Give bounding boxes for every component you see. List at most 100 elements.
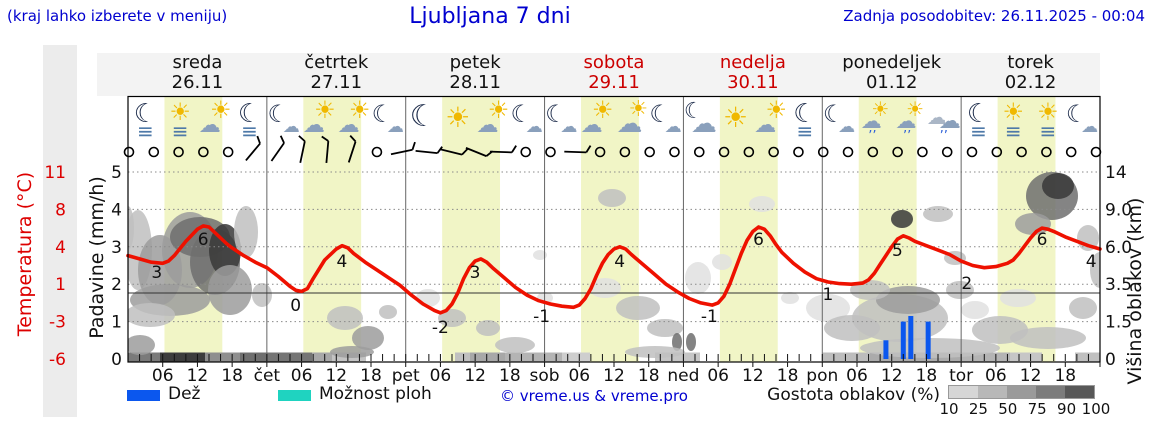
wind-calm-icon xyxy=(941,146,953,158)
x-tick-label: 06 xyxy=(985,366,1007,386)
sun-cloud-glyph: ☀ xyxy=(592,96,614,124)
cloud-blob xyxy=(946,281,974,299)
ground-cloud-cell xyxy=(1010,352,1042,362)
sun-cloud-rain-glyph: ☀ xyxy=(906,97,924,121)
temperature-value-label: 5 xyxy=(892,241,903,261)
precip-scale-label: 1 xyxy=(111,313,122,333)
sun-glyph: ☀ xyxy=(445,101,470,134)
sun-cloud-rain-glyph: ☀ xyxy=(871,97,889,121)
temp-scale-label: 4 xyxy=(55,238,66,258)
wind-calm-icon xyxy=(743,146,755,158)
wind-calm-icon xyxy=(1065,146,1077,158)
x-tick-label: 12 xyxy=(881,366,903,386)
moon-fog-glyph: ☾ xyxy=(134,99,157,129)
wind-barb-feather xyxy=(585,145,592,153)
wind-barb-feather xyxy=(511,145,517,153)
shower-legend-label: Možnost ploh xyxy=(319,384,432,404)
wind-barb-feather xyxy=(436,146,443,154)
ground-cloud-cell xyxy=(562,352,590,362)
cloud-blob xyxy=(616,296,660,320)
cloud-blob xyxy=(352,326,384,350)
sun-fog-glyph: ≡ xyxy=(1040,119,1057,143)
moon-fog-glyph: ☾ xyxy=(793,99,816,129)
weather-icon-moon-cloud: ☾☁ xyxy=(545,100,577,137)
cloud-blob xyxy=(781,292,799,304)
temp-scale-label: 1 xyxy=(55,275,66,295)
cloud-density-legend-label: Gostota oblakov (%) xyxy=(767,385,940,405)
wind-calm-icon xyxy=(222,146,234,158)
weather-icon-cloud-rain: ☁☁’’ xyxy=(927,105,961,144)
wind-barb-feather xyxy=(298,135,306,142)
weather-icon-sun-cloud: ☀☁ xyxy=(303,96,336,138)
x-tick-label: 18 xyxy=(916,366,938,386)
wind-barb-feather xyxy=(256,135,261,144)
moon-cloud-glyph: ☾ xyxy=(823,100,845,128)
wind-calm-icon xyxy=(173,146,184,158)
precip-scale-label: 4 xyxy=(111,200,122,220)
wind-calm-icon xyxy=(1041,146,1052,158)
weather-icon-sun-cloud: ☀☁ xyxy=(754,96,787,138)
weather-icon-sun-cloud-rain: ☀☁’’ xyxy=(861,97,889,144)
x-tick-label: 06 xyxy=(152,366,174,386)
weather-icon-moon-fog: ☾≡ xyxy=(238,99,261,143)
wind-barb-icon xyxy=(440,148,463,156)
cloud-blob xyxy=(961,301,989,319)
moon-cloud-glyph: ☾ xyxy=(1066,100,1088,128)
temperature-value-label: -1 xyxy=(701,307,718,327)
wind-calm-icon xyxy=(991,146,1003,158)
weather-icon-moon-cloud: ☾☁ xyxy=(1066,100,1098,137)
cloud-rain-glyph: ☁ xyxy=(939,109,961,134)
cloud-blob xyxy=(625,346,685,358)
temperature-value-label: 6 xyxy=(753,230,764,250)
day-abbrev-label: sob xyxy=(530,366,560,386)
moon-cloud-glyph: ☁ xyxy=(387,117,404,137)
weather-icon-sun-cloud: ☀☁ xyxy=(199,96,232,138)
x-tick-label: 12 xyxy=(325,366,347,386)
wind-calm-icon xyxy=(693,146,705,158)
height-scale-label: 14 xyxy=(1105,163,1127,183)
wind-barb-feather xyxy=(349,134,357,143)
height-scale-label: 9.0 xyxy=(1105,200,1132,220)
cloud-blob xyxy=(749,196,775,212)
wind-barb-feather xyxy=(461,148,469,156)
wind-calm-icon xyxy=(892,146,903,158)
sun-cloud-glyph: ☀ xyxy=(349,96,371,124)
rain-bar xyxy=(908,315,914,359)
sun-cloud-glyph: ☀ xyxy=(765,96,787,124)
wind-calm-icon xyxy=(768,146,779,158)
rain-bar xyxy=(925,321,931,359)
day-header-ponedeljek: ponedeljek 01.12 xyxy=(842,52,942,93)
weather-icon-sun-cloud: ☀☁ xyxy=(477,96,510,138)
x-tick-label: 12 xyxy=(742,366,764,386)
wind-calm-icon xyxy=(545,146,556,158)
moon-bigcloud-glyph: ☁ xyxy=(691,109,717,139)
moon-cloud-glyph: ☁ xyxy=(283,117,300,137)
sun-fog-glyph: ☀ xyxy=(1002,98,1024,126)
ground-cloud-cell xyxy=(960,352,1010,362)
ground-cloud-cell xyxy=(312,352,332,362)
wind-calm-icon xyxy=(520,146,532,158)
sun-bigcloud-glyph: ☁ xyxy=(616,109,642,139)
cloud-blob xyxy=(128,335,155,355)
wind-calm-icon xyxy=(148,146,160,158)
wind-barb-feather xyxy=(321,135,329,142)
moon-fog-glyph: ☾ xyxy=(967,99,990,129)
weather-icon-moon-fog: ☾≡ xyxy=(793,99,816,143)
copyright-link[interactable]: © vreme.us & vreme.pro xyxy=(500,387,688,405)
cloud-blob xyxy=(252,283,272,307)
height-scale-label: 1.5 xyxy=(1105,313,1132,333)
moon-cloud-glyph: ☁ xyxy=(526,117,543,137)
x-tick-label: 06 xyxy=(291,366,313,386)
weather-icon-moon-cloud: ☾☁ xyxy=(267,100,299,137)
cloud-blob xyxy=(128,303,175,327)
precip-scale-label: 2 xyxy=(111,275,122,295)
cloud-blob xyxy=(1010,327,1086,349)
height-scale-label: 3.5 xyxy=(1105,275,1132,295)
sun-cloud-rain-glyph: ’’ xyxy=(868,129,876,144)
ground-cloud-cell xyxy=(470,352,505,362)
cloud-density-tick: 100 xyxy=(1081,400,1111,418)
ground-cloud-cell xyxy=(128,352,160,362)
cloud-blob xyxy=(234,206,258,258)
day-header-petek: petek 28.11 xyxy=(449,52,501,93)
moon-cloud-glyph: ☾ xyxy=(510,100,532,128)
